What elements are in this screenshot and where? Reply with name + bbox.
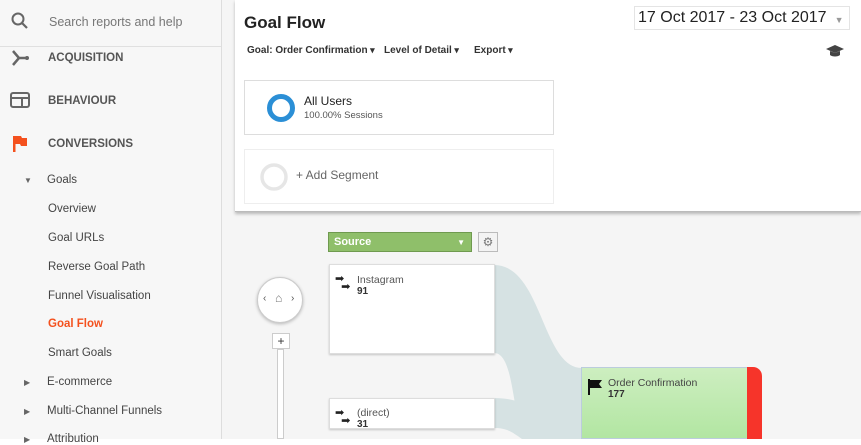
source-node-instagram[interactable]: ➡ ➡ Instagram 91 — [329, 264, 495, 354]
flag-icon — [13, 136, 27, 152]
search-input[interactable]: Search reports and help — [49, 15, 183, 29]
sidebar-item-reverse-goal-path[interactable]: Reverse Goal Path — [48, 261, 146, 273]
search-bar[interactable]: Search reports and help — [0, 0, 221, 47]
sidebar-item-goals[interactable]: Goals — [47, 174, 78, 186]
goal-flag-icon — [588, 379, 602, 395]
date-range-picker[interactable]: 17 Oct 2017 - 23 Oct 2017 ▼ — [634, 6, 850, 30]
source-value: 31 — [357, 419, 369, 430]
goal-value: 177 — [608, 389, 625, 400]
sidebar-item-behaviour[interactable]: BEHAVIOUR — [48, 95, 117, 107]
sidebar-item-goal-flow[interactable]: Goal Flow — [48, 318, 103, 330]
collapsed-caret-icon: ▶ — [24, 378, 31, 387]
main-content: Goal Flow 17 Oct 2017 - 23 Oct 2017 ▼ Goa… — [222, 0, 861, 439]
segment-sessions: 100.00% Sessions — [304, 110, 383, 121]
pan-left-icon[interactable]: ‹ — [263, 293, 267, 304]
sidebar-item-conversions[interactable]: CONVERSIONS — [48, 138, 133, 150]
flow-bands — [494, 265, 582, 439]
settings-gear-button[interactable]: ⚙ — [478, 232, 498, 252]
source-arrows-icon: ➡ ➡ — [335, 407, 351, 427]
page-title: Goal Flow — [244, 13, 326, 32]
sidebar-item-attribution[interactable]: Attribution — [47, 433, 99, 445]
gear-icon: ⚙ — [482, 235, 494, 249]
flow-band-direct — [494, 398, 562, 439]
graduation-cap-icon[interactable] — [825, 44, 845, 58]
exit-bar[interactable] — [747, 367, 762, 439]
behaviour-icon — [10, 92, 30, 108]
source-value: 91 — [357, 286, 369, 297]
zoom-slider[interactable] — [277, 349, 284, 439]
empty-segment-ring-icon — [260, 163, 288, 191]
sidebar-item-goal-urls[interactable]: Goal URLs — [48, 232, 105, 244]
expanded-caret-icon: ▼ — [24, 176, 32, 185]
sidebar-item-ecommerce[interactable]: E-commerce — [47, 376, 113, 388]
goal-name: Order Confirmation — [608, 377, 698, 389]
date-range-text: 17 Oct 2017 - 23 Oct 2017 — [638, 9, 827, 26]
flow-band-instagram — [494, 265, 582, 439]
dimension-dropdown[interactable]: Source ▼ — [328, 232, 472, 252]
source-arrows-icon: ➡ ➡ — [335, 273, 351, 293]
acquisition-icon — [12, 50, 29, 66]
dimension-label: Source — [334, 236, 372, 248]
chevron-down-icon: ▼ — [834, 15, 844, 25]
add-segment-label: + Add Segment — [296, 168, 379, 182]
pan-control[interactable]: ‹ ⌂ › — [257, 277, 303, 323]
goal-node-order-confirmation[interactable]: Order Confirmation 177 — [581, 367, 748, 439]
source-name: Instagram — [357, 274, 404, 286]
sidebar-item-smart-goals[interactable]: Smart Goals — [48, 347, 112, 359]
source-name: (direct) — [357, 407, 390, 419]
sidebar-item-multi-channel-funnels[interactable]: Multi-Channel Funnels — [47, 405, 163, 417]
pan-right-icon[interactable]: › — [291, 293, 295, 304]
add-segment-button[interactable]: + Add Segment — [244, 149, 554, 204]
zoom-in-button[interactable]: + — [272, 333, 290, 349]
level-of-detail-menu[interactable]: Level of Detail — [384, 45, 459, 56]
collapsed-caret-icon: ▶ — [24, 435, 31, 444]
export-menu[interactable]: Export — [474, 45, 513, 56]
sidebar: Search reports and help ACQUISITION BEHA… — [0, 0, 222, 445]
source-node-direct[interactable]: ➡ ➡ (direct) 31 — [329, 398, 495, 430]
chevron-down-icon: ▼ — [457, 238, 465, 247]
sidebar-item-funnel-visualisation[interactable]: Funnel Visualisation — [48, 290, 151, 302]
segment-all-users[interactable]: All Users 100.00% Sessions — [244, 80, 554, 135]
report-header: Goal Flow 17 Oct 2017 - 23 Oct 2017 ▼ Goa… — [235, 0, 861, 212]
goal-selector[interactable]: Goal: Order Confirmation — [247, 45, 375, 56]
search-icon — [11, 12, 28, 29]
sidebar-item-acquisition[interactable]: ACQUISITION — [48, 52, 124, 64]
sidebar-item-overview[interactable]: Overview — [48, 203, 96, 215]
home-icon[interactable]: ⌂ — [275, 291, 283, 305]
collapsed-caret-icon: ▶ — [24, 407, 31, 416]
segment-name: All Users — [304, 94, 353, 108]
segment-ring-icon — [267, 94, 295, 122]
